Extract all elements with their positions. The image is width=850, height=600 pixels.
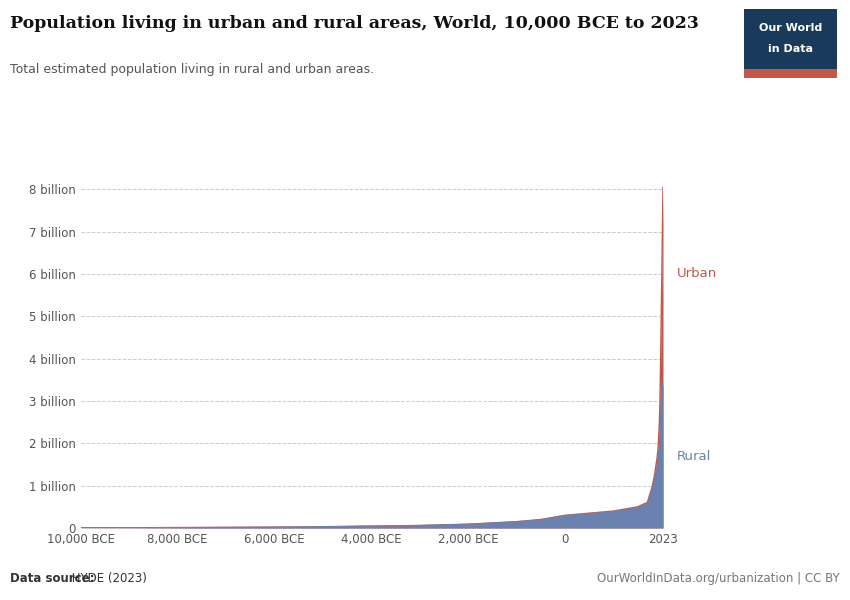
Text: HYDE (2023): HYDE (2023) xyxy=(68,572,147,585)
Text: Our World: Our World xyxy=(759,23,822,34)
Text: Population living in urban and rural areas, World, 10,000 BCE to 2023: Population living in urban and rural are… xyxy=(10,15,699,32)
Text: Rural: Rural xyxy=(677,449,711,463)
Text: Total estimated population living in rural and urban areas.: Total estimated population living in rur… xyxy=(10,63,374,76)
Text: in Data: in Data xyxy=(768,44,813,54)
Text: OurWorldInData.org/urbanization | CC BY: OurWorldInData.org/urbanization | CC BY xyxy=(597,572,840,585)
Text: Data source:: Data source: xyxy=(10,572,94,585)
Text: Urban: Urban xyxy=(677,268,717,280)
